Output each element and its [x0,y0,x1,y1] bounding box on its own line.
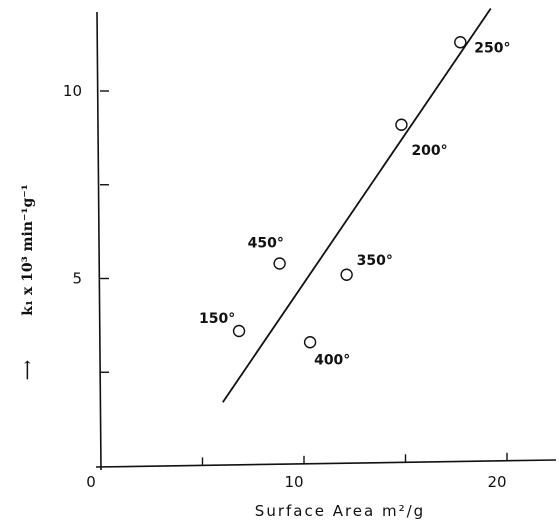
x-tick-label: 10 [284,473,303,491]
data-point [340,268,353,281]
data-point [454,36,467,49]
x-axis-label: Surface Area m²/g [255,502,425,520]
point-label: 400° [314,352,350,368]
fit-line-group [222,7,492,403]
point-label: 150° [199,311,235,327]
point-labels: 150° 250° 200° 450° 350° 400° [199,40,511,368]
data-point [395,118,408,131]
y-axis-arrow: ⟶ [20,360,36,380]
data-point [273,257,286,270]
y-tick-label: 10 [63,82,82,100]
y-tick-label: 5 [72,270,82,288]
x-tick-label: 0 [86,473,96,491]
point-label: 200° [411,143,447,159]
x-axis-line [95,459,557,468]
ticks: 5 10 0 10 20 [63,82,508,491]
data-point [303,336,317,349]
y-axis-line [96,11,102,471]
y-axis-label: k₁ x 10³ min⁻¹g⁻¹ [20,184,36,316]
point-label: 350° [357,253,393,269]
points [232,36,467,349]
point-label: 450° [248,236,284,252]
y-axis-label-group: ⟶ k₁ x 10³ min⁻¹g⁻¹ [20,184,36,380]
axes [95,11,557,471]
fit-line [222,7,492,403]
data-point [232,324,246,338]
point-label: 250° [474,40,510,56]
x-tick-label: 20 [487,473,506,491]
